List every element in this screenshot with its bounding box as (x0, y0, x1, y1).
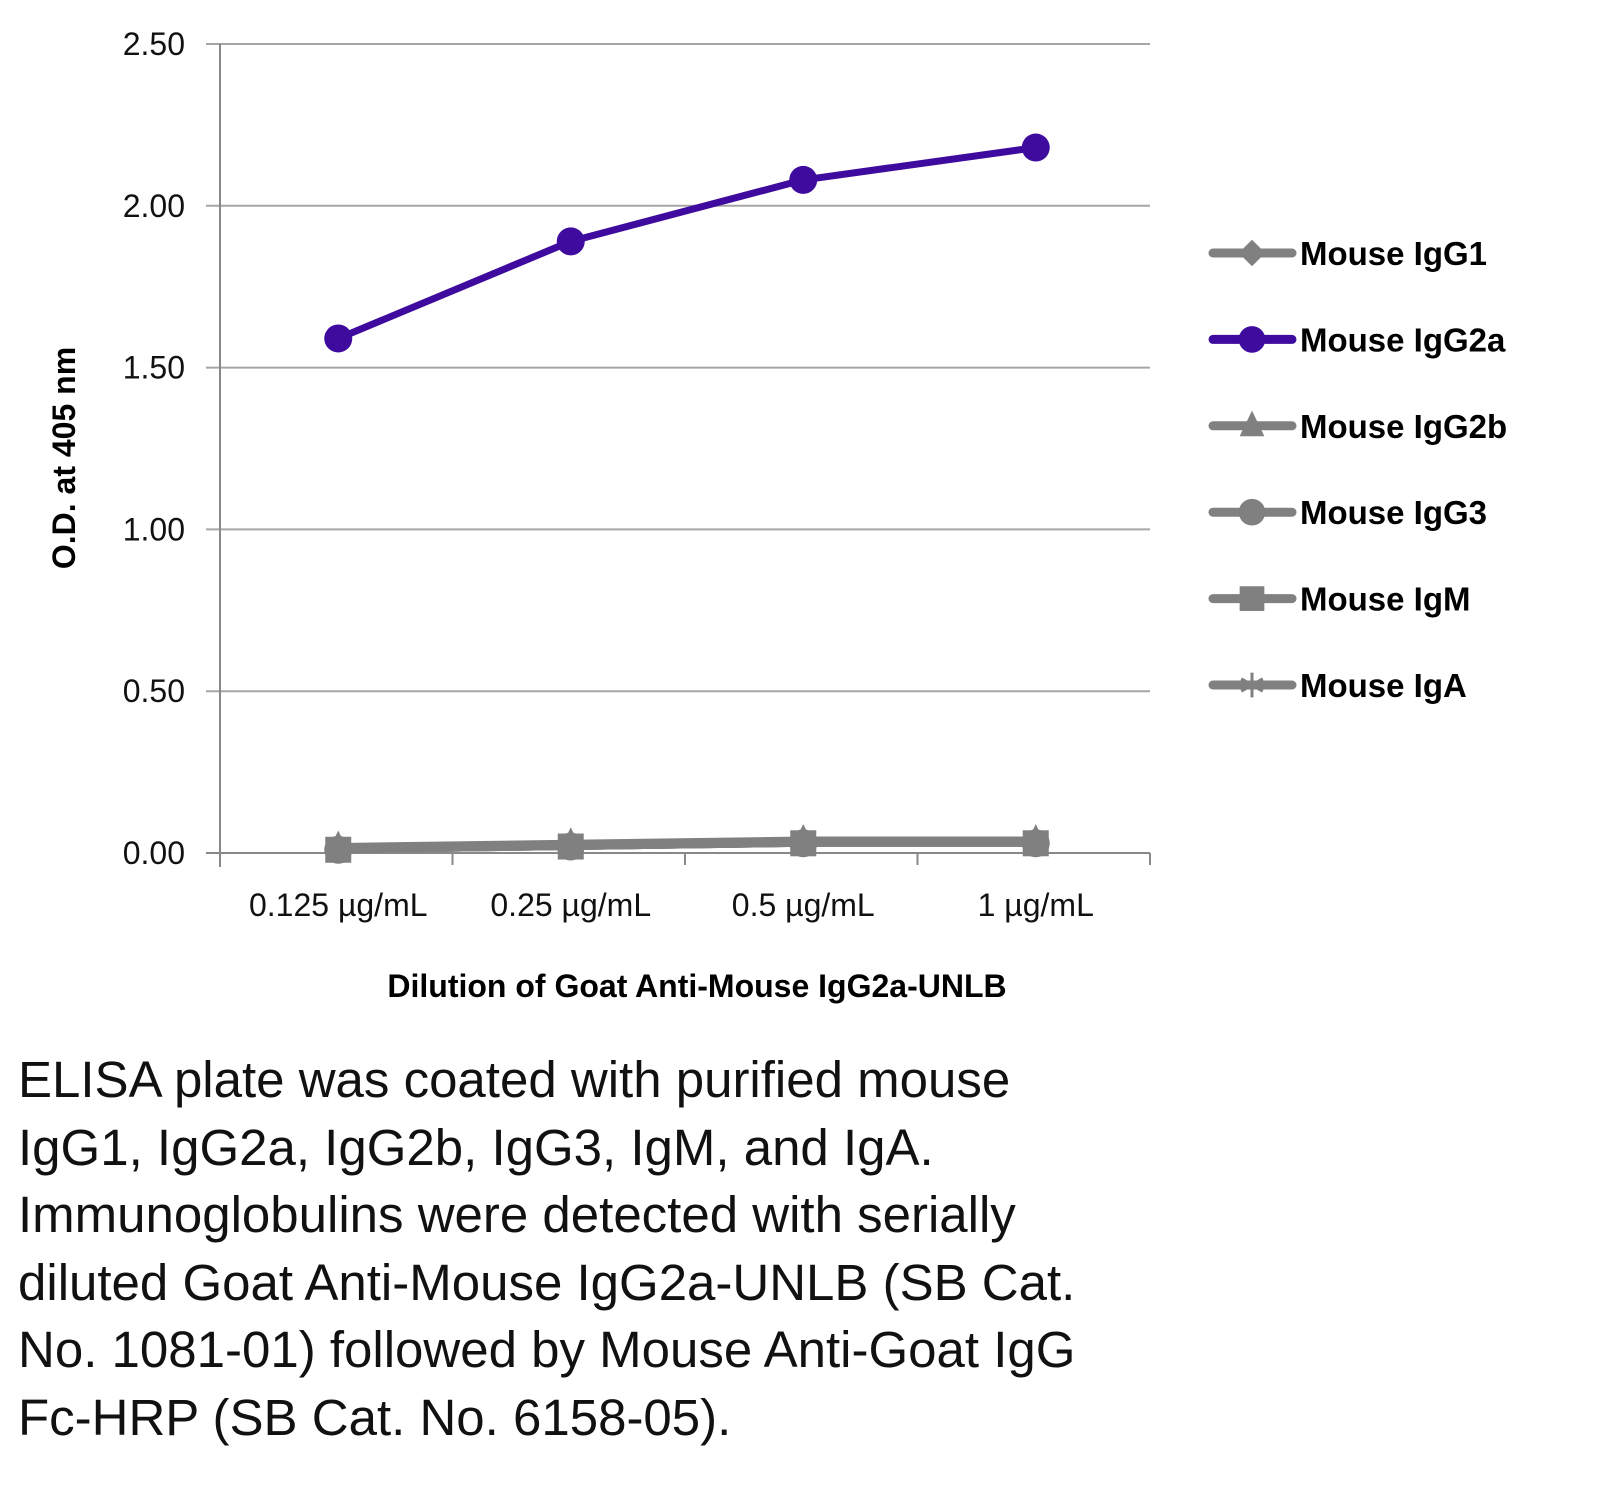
legend-item: Mouse IgG3 (1208, 494, 1487, 531)
legend-label: Mouse IgM (1300, 581, 1471, 618)
figure-caption: ELISA plate was coated with purified mou… (18, 1046, 1075, 1451)
legend-label: Mouse IgG2b (1300, 408, 1507, 445)
legend-item: Mouse IgG2a (1208, 321, 1506, 358)
x-axis-title: Dilution of Goat Anti-Mouse IgG2a-UNLB (387, 968, 1006, 1004)
marker-circle (556, 227, 585, 256)
legend-item: Mouse IgG2b (1208, 408, 1507, 445)
legend-label: Mouse IgG2a (1300, 321, 1506, 358)
caption-line: diluted Goat Anti-Mouse IgG2a-UNLB (SB C… (18, 1253, 1076, 1311)
y-tick-label: 2.50 (123, 26, 185, 62)
star-stroke (326, 841, 351, 858)
marker-circle (1021, 133, 1050, 162)
marker-circle (789, 165, 818, 194)
caption-line: Immunoglobulins were detected with seria… (18, 1186, 1016, 1243)
marker-star (791, 830, 816, 857)
marker-circle (324, 324, 353, 353)
y-axis-title: O.D. at 405 nm (46, 347, 82, 569)
marker-triangle (1239, 410, 1265, 437)
x-axis: 0.125 µg/mL 0.25 µg/mL 0.5 µg/mL 1 µg/mL (219, 44, 1151, 923)
x-tick-label: 0.25 µg/mL (490, 887, 651, 923)
legend-item: Mouse IgM (1208, 581, 1471, 618)
marker-circle (1238, 498, 1266, 526)
marker-diamond (1238, 239, 1266, 267)
y-tick-label: 0.50 (123, 673, 185, 709)
marker-square (1239, 586, 1265, 611)
caption-line: Fc-HRP (SB Cat. No. 6158-05). (18, 1388, 732, 1446)
x-tick-label: 1 µg/mL (978, 887, 1094, 923)
marker-circle (1238, 326, 1266, 353)
star-stroke (791, 835, 816, 852)
y-axis-ticks: 0.00 0.50 1.00 1.50 2.00 2.50 (123, 26, 185, 871)
legend-label: Mouse IgA (1300, 667, 1467, 704)
y-tick-label: 0.00 (123, 835, 185, 871)
star-stroke (558, 838, 583, 855)
legend-item: Mouse IgG1 (1208, 235, 1487, 272)
series-line (336, 144, 1037, 342)
elisa-line-chart: 0.00 0.50 1.00 1.50 2.00 2.50 0.125 µg/mL 0.25… (46, 26, 1507, 1004)
series-mouse-iga (326, 830, 1048, 863)
caption-line: ELISA plate was coated with purified mou… (18, 1051, 1011, 1108)
gridlines (206, 43, 1150, 854)
series-line (338, 839, 1036, 854)
legend-label: Mouse IgG3 (1300, 494, 1487, 531)
caption-line: No. 1081-01) followed by Mouse Anti-Goat… (18, 1321, 1076, 1378)
series-mouse-igg2a (324, 133, 1050, 353)
legend-label: Mouse IgG1 (1300, 235, 1487, 272)
star-stroke (1240, 677, 1264, 693)
y-tick-label: 2.00 (123, 188, 185, 224)
y-tick-label: 1.50 (123, 350, 185, 386)
marker-star (326, 836, 351, 863)
marker-star (1023, 830, 1048, 857)
legend: Mouse IgG1 Mouse IgG2a Mouse IgG2b Mouse Ig… (1208, 235, 1507, 704)
marker-star (558, 833, 583, 860)
marker-star (1240, 672, 1264, 698)
x-tick-label: 0.5 µg/mL (732, 887, 875, 923)
legend-item: Mouse IgA (1208, 667, 1467, 704)
y-tick-label: 1.00 (123, 511, 185, 547)
star-stroke (1023, 835, 1048, 852)
series-group (324, 133, 1050, 864)
x-tick-label: 0.125 µg/mL (249, 887, 428, 923)
caption-line: IgG1, IgG2a, IgG2b, IgG3, IgM, and IgA. (18, 1118, 934, 1176)
